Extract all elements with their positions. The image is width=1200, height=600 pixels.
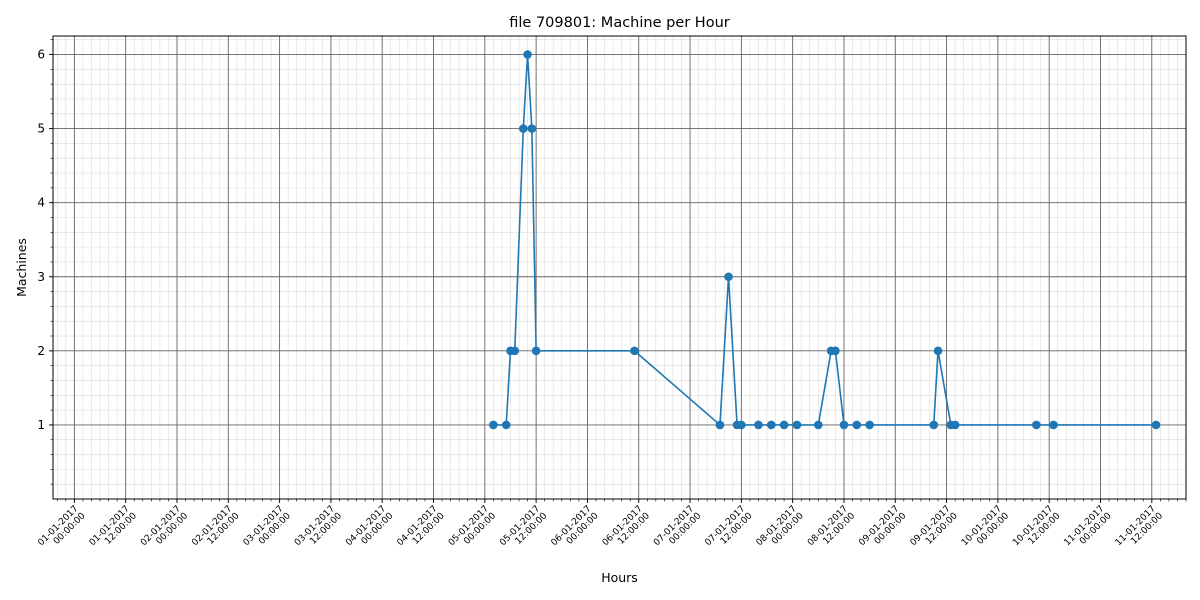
y-axis-ticks: 1 2 3 4 5 6 [37, 39, 53, 485]
y-tick-label: 1 [37, 418, 45, 432]
data-point [792, 420, 802, 430]
data-point [814, 420, 823, 430]
data-point [501, 420, 511, 430]
data-point [766, 420, 776, 430]
data-point [950, 420, 960, 430]
chart-title: file 709801: Machine per Hour [509, 15, 730, 31]
data-point [1032, 420, 1041, 430]
x-axis-label: Hours [601, 570, 638, 585]
data-point [527, 124, 537, 133]
data-point [831, 346, 840, 356]
data-point [865, 420, 874, 430]
plot-frame [52, 35, 1187, 500]
series-group [489, 50, 1161, 430]
series-line [493, 53, 1157, 426]
minor-grid [53, 36, 1187, 499]
data-point [489, 420, 498, 430]
y-tick-label: 6 [37, 48, 45, 62]
y-tick-label: 5 [37, 122, 45, 136]
major-grid [53, 36, 1186, 499]
data-point [929, 420, 939, 430]
data-point [510, 346, 520, 356]
data-point [1049, 420, 1058, 430]
y-tick-label: 4 [37, 196, 45, 210]
data-point [779, 420, 789, 430]
y-tick-label: 2 [37, 344, 45, 358]
data-point [531, 346, 541, 356]
data-point [519, 124, 528, 133]
data-point [715, 420, 725, 430]
data-point [737, 420, 746, 430]
data-point [933, 346, 943, 356]
data-point [754, 420, 763, 430]
data-point [1151, 420, 1161, 430]
data-point [523, 50, 532, 59]
data-point [852, 420, 862, 430]
data-point [630, 346, 639, 356]
data-point [839, 420, 849, 430]
y-tick-label: 3 [37, 270, 45, 284]
y-axis-label: Machines [14, 238, 29, 297]
data-point [724, 272, 733, 282]
